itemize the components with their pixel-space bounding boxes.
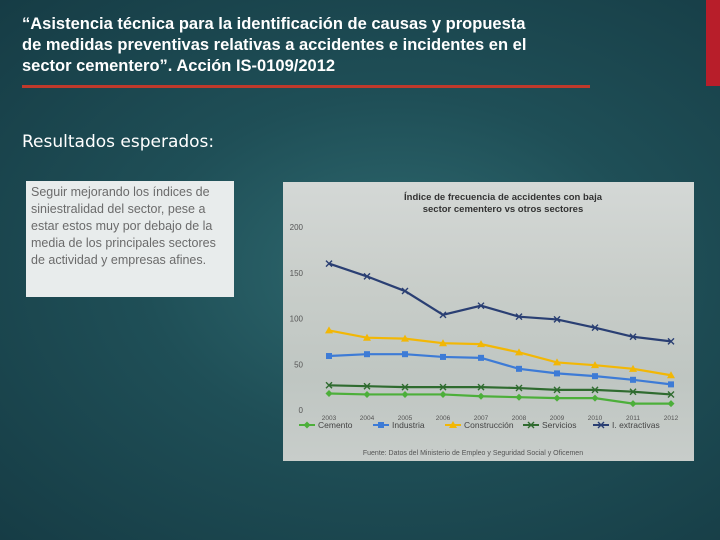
data-point bbox=[363, 382, 371, 390]
x-tick-label: 2006 bbox=[436, 415, 451, 422]
legend-label: Industria bbox=[392, 420, 425, 430]
chart-image: Índice de frecuencia de accidentes con b… bbox=[283, 182, 694, 461]
data-point bbox=[326, 353, 332, 360]
x-tick-label: 2005 bbox=[398, 415, 413, 422]
legend-label: I. extractivas bbox=[612, 420, 660, 430]
data-point bbox=[553, 358, 561, 366]
data-point bbox=[363, 390, 371, 398]
data-point bbox=[553, 386, 561, 394]
title-underline bbox=[22, 85, 590, 88]
data-point bbox=[325, 381, 333, 389]
data-point bbox=[591, 361, 599, 369]
body-text: Seguir mejorando los índices de siniestr… bbox=[31, 185, 216, 267]
series-line bbox=[328, 262, 672, 343]
data-point bbox=[478, 354, 484, 361]
data-point bbox=[667, 371, 675, 379]
x-tick-label: 2009 bbox=[550, 415, 565, 422]
data-point bbox=[629, 364, 637, 372]
data-point bbox=[477, 383, 485, 391]
data-point bbox=[591, 324, 599, 332]
data-point bbox=[401, 383, 409, 391]
x-tick-label: 2004 bbox=[360, 415, 375, 422]
series-line bbox=[328, 329, 672, 377]
data-point bbox=[515, 384, 523, 392]
x-tick-label: 2003 bbox=[322, 415, 337, 422]
data-point bbox=[667, 337, 675, 345]
chart-title-line: Índice de frecuencia de accidentes con b… bbox=[404, 192, 603, 203]
data-point bbox=[591, 394, 599, 402]
data-point bbox=[440, 353, 446, 360]
data-point bbox=[439, 390, 447, 398]
series-line bbox=[328, 353, 672, 386]
data-point bbox=[364, 351, 370, 358]
data-point bbox=[553, 394, 561, 402]
data-point bbox=[516, 365, 522, 372]
data-point bbox=[667, 400, 675, 408]
data-point bbox=[439, 311, 447, 319]
data-point bbox=[515, 348, 523, 356]
legend-label: Servicios bbox=[542, 420, 576, 430]
y-tick-label: 150 bbox=[290, 269, 304, 278]
legend-label: Cemento bbox=[318, 420, 353, 430]
title-line: de medidas preventivas relativas a accid… bbox=[22, 36, 527, 54]
line-chart: Índice de frecuencia de accidentes con b… bbox=[290, 192, 679, 457]
data-point bbox=[325, 326, 333, 334]
data-point bbox=[515, 313, 523, 321]
title-line: sector cementero”. Acción IS-0109/2012 bbox=[22, 57, 336, 75]
data-point bbox=[668, 381, 674, 388]
y-tick-label: 100 bbox=[290, 315, 304, 324]
y-tick-label: 0 bbox=[299, 406, 304, 415]
chart-source: Fuente: Datos del Ministerio de Empleo y… bbox=[363, 450, 583, 457]
data-point bbox=[515, 393, 523, 401]
slide-title: “Asistencia técnica para la identificaci… bbox=[22, 14, 582, 77]
data-point bbox=[629, 388, 637, 396]
x-tick-label: 2011 bbox=[626, 415, 640, 422]
x-tick-label: 2010 bbox=[588, 415, 603, 422]
data-point bbox=[325, 390, 333, 398]
series-line bbox=[328, 392, 671, 405]
data-point bbox=[439, 339, 447, 347]
legend-label: Construcción bbox=[464, 420, 514, 430]
x-tick-label: 2007 bbox=[474, 415, 489, 422]
data-point bbox=[401, 334, 409, 342]
x-tick-label: 2012 bbox=[664, 415, 679, 422]
chart-title-line: sector cementero vs otros sectores bbox=[423, 204, 584, 215]
data-point bbox=[667, 390, 675, 398]
data-point bbox=[477, 340, 485, 348]
data-point bbox=[554, 370, 560, 377]
red-accent-bar bbox=[706, 0, 720, 86]
data-point bbox=[363, 272, 371, 280]
data-point bbox=[591, 386, 599, 394]
data-point bbox=[477, 392, 485, 400]
data-point bbox=[401, 287, 409, 295]
series-line bbox=[328, 384, 672, 396]
data-point bbox=[630, 376, 636, 383]
data-point bbox=[553, 315, 561, 323]
y-tick-label: 50 bbox=[294, 360, 303, 369]
data-point bbox=[402, 351, 408, 358]
subtitle: Resultados esperados: bbox=[22, 132, 215, 152]
x-tick-label: 2008 bbox=[512, 415, 527, 422]
y-tick-label: 200 bbox=[290, 223, 304, 232]
data-point bbox=[592, 373, 598, 380]
data-point bbox=[439, 383, 447, 391]
data-point bbox=[325, 260, 333, 268]
data-point bbox=[477, 302, 485, 310]
data-point bbox=[629, 333, 637, 341]
body-text-box: Seguir mejorando los índices de siniestr… bbox=[26, 181, 234, 297]
data-point bbox=[401, 390, 409, 398]
data-point bbox=[629, 400, 637, 408]
title-line: “Asistencia técnica para la identificaci… bbox=[22, 15, 526, 33]
data-point bbox=[363, 333, 371, 341]
